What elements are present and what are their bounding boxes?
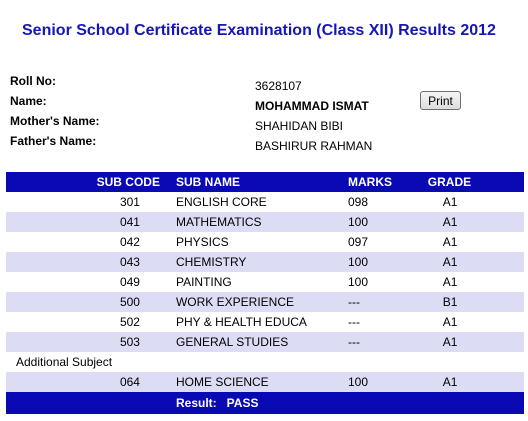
additional-subject-row: Additional Subject (6, 352, 524, 372)
result-label: Result: (175, 396, 217, 410)
roll-no-value: 3628107 (255, 79, 302, 93)
page-title: Senior School Certificate Examination (C… (22, 22, 496, 39)
name-value: MOHAMMAD ISMAT (255, 99, 369, 113)
marks-cell: 100 (348, 372, 426, 392)
sub-code-cell: 503 (6, 332, 176, 352)
marks-cell: 098 (348, 192, 426, 212)
sub-name-cell: WORK EXPERIENCE (175, 292, 348, 312)
sub-code-cell: 500 (6, 292, 176, 312)
table-row: 500 WORK EXPERIENCE --- B1 (6, 292, 524, 312)
result-spacer (6, 392, 176, 414)
grade-cell: A1 (425, 192, 524, 212)
marks-cell: --- (348, 332, 426, 352)
grade-cell: A1 (425, 312, 524, 332)
table-header-row: SUB CODE SUB NAME MARKS GRADE (6, 172, 524, 192)
table-row: 042 PHYSICS 097 A1 (6, 232, 524, 252)
table-row: 064 HOME SCIENCE 100 A1 (6, 372, 524, 392)
roll-no-label: Roll No: (10, 74, 56, 88)
mothers-name-value: SHAHIDAN BIBI (255, 119, 344, 133)
sub-name-cell: ENGLISH CORE (175, 192, 348, 212)
marks-cell: --- (348, 292, 426, 312)
grade-cell: A1 (425, 372, 524, 392)
sub-name-cell: PHYSICS (175, 232, 348, 252)
grade-cell: A1 (425, 232, 524, 252)
grade-cell: B1 (425, 292, 524, 312)
sub-code-cell: 049 (6, 272, 176, 292)
marks-cell: 100 (348, 272, 426, 292)
fathers-name-label: Father's Name: (10, 134, 97, 148)
grade-cell: A1 (425, 212, 524, 232)
sub-code-cell: 301 (6, 192, 176, 212)
header-marks: MARKS (348, 172, 426, 192)
result-cell: Result: PASS (175, 392, 524, 414)
header-sub-name: SUB NAME (175, 172, 348, 192)
sub-name-cell: CHEMISTRY (175, 252, 348, 272)
sub-code-cell: 502 (6, 312, 176, 332)
marks-cell: 097 (348, 232, 426, 252)
sub-name-cell: PHY & HEALTH EDUCA (175, 312, 348, 332)
mothers-name-label: Mother's Name: (10, 114, 100, 128)
marks-cell: --- (348, 312, 426, 332)
sub-code-cell: 042 (6, 232, 176, 252)
sub-code-cell: 043 (6, 252, 176, 272)
name-label: Name: (10, 94, 47, 108)
header-sub-code: SUB CODE (6, 172, 176, 192)
sub-name-cell: MATHEMATICS (175, 212, 348, 232)
fathers-name-value: BASHIRUR RAHMAN (255, 139, 373, 153)
marks-cell: 100 (348, 252, 426, 272)
table-row: 503 GENERAL STUDIES --- A1 (6, 332, 524, 352)
header-grade: GRADE (425, 172, 524, 192)
results-table: SUB CODE SUB NAME MARKS GRADE 301 ENGLIS… (6, 172, 524, 414)
table-row: 502 PHY & HEALTH EDUCA --- A1 (6, 312, 524, 332)
sub-name-cell: GENERAL STUDIES (175, 332, 348, 352)
marks-cell: 100 (348, 212, 426, 232)
grade-cell: A1 (425, 332, 524, 352)
table-row: 049 PAINTING 100 A1 (6, 272, 524, 292)
table-row: 301 ENGLISH CORE 098 A1 (6, 192, 524, 212)
grade-cell: A1 (425, 272, 524, 292)
table-row: 043 CHEMISTRY 100 A1 (6, 252, 524, 272)
grade-cell: A1 (425, 252, 524, 272)
sub-name-cell: PAINTING (175, 272, 348, 292)
print-button[interactable]: Print (420, 91, 461, 110)
result-value: PASS (226, 396, 259, 410)
additional-subject-label: Additional Subject (6, 352, 524, 372)
result-row: Result: PASS (6, 392, 524, 414)
table-row: 041 MATHEMATICS 100 A1 (6, 212, 524, 232)
sub-code-cell: 064 (6, 372, 176, 392)
sub-name-cell: HOME SCIENCE (175, 372, 348, 392)
sub-code-cell: 041 (6, 212, 176, 232)
